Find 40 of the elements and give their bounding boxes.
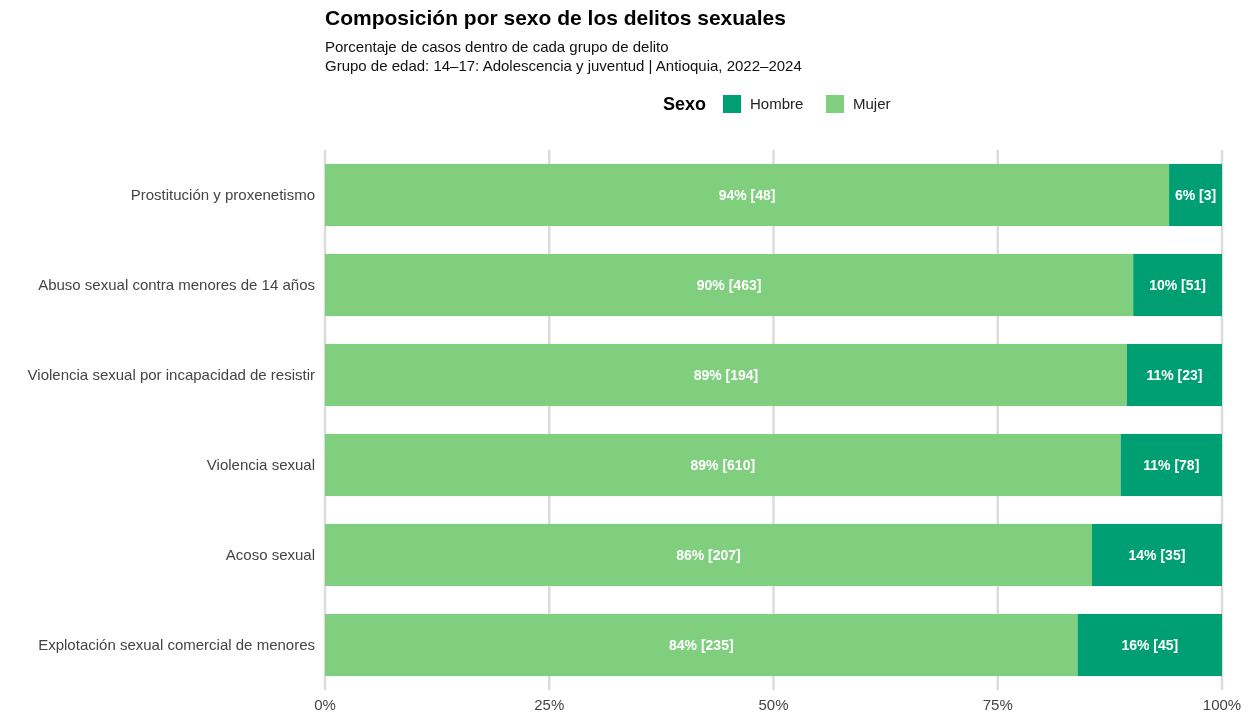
legend-label: Hombre bbox=[750, 95, 804, 113]
data-label: 89% [194] bbox=[693, 366, 759, 383]
x-tick-label: 50% bbox=[758, 696, 789, 713]
data-label: 11% [78] bbox=[1143, 456, 1200, 473]
y-tick-label: Acoso sexual bbox=[225, 546, 315, 564]
data-label: 14% [35] bbox=[1128, 546, 1186, 563]
data-label: 94% [48] bbox=[718, 186, 776, 203]
data-label: 10% [51] bbox=[1149, 276, 1206, 293]
bar bbox=[1077, 613, 1222, 677]
x-tick-label: 25% bbox=[534, 696, 565, 713]
chart-subtitle: Porcentaje de casos dentro de cada grupo de delito Grupo de edad: 14–17: Adolescencia y juventud | Antioquia, 2022–2024 bbox=[325, 38, 802, 74]
y-tick-label: Prostitución y proxenetismo bbox=[130, 186, 315, 204]
bar bbox=[325, 343, 1127, 407]
data-label: 86% [207] bbox=[676, 546, 741, 563]
data-label: 6% [3] bbox=[1174, 186, 1217, 203]
y-tick-label: Violencia sexual por incapacidad de resistir bbox=[27, 366, 315, 384]
y-tick-label: Violencia sexual bbox=[206, 456, 315, 474]
bar bbox=[1120, 433, 1222, 497]
data-label: 84% [235] bbox=[668, 636, 734, 653]
legend-label: Mujer bbox=[853, 95, 891, 113]
legend-title: Sexo bbox=[663, 94, 707, 115]
data-label: 11% [23] bbox=[1146, 366, 1203, 383]
data-label: 16% [45] bbox=[1121, 636, 1179, 653]
bar bbox=[1091, 523, 1223, 587]
chart-title: Composición por sexo de los delitos sexuales bbox=[325, 6, 786, 29]
x-tick-label: 0% bbox=[314, 696, 336, 713]
x-tick-label: 75% bbox=[982, 696, 1013, 713]
y-tick-label: Abuso sexual contra menores de 14 años bbox=[38, 276, 315, 294]
bar bbox=[1133, 253, 1222, 317]
bar bbox=[325, 523, 1092, 587]
x-tick-label: 100% bbox=[1202, 696, 1242, 713]
bar bbox=[325, 433, 1121, 497]
bar bbox=[325, 253, 1134, 317]
bar bbox=[325, 613, 1078, 677]
bar bbox=[325, 163, 1170, 227]
bar bbox=[1169, 163, 1222, 227]
y-tick-label: Explotación sexual comercial de menores bbox=[38, 636, 315, 654]
bar bbox=[1126, 343, 1222, 407]
data-label: 89% [610] bbox=[690, 456, 756, 473]
data-label: 90% [463] bbox=[696, 276, 762, 293]
